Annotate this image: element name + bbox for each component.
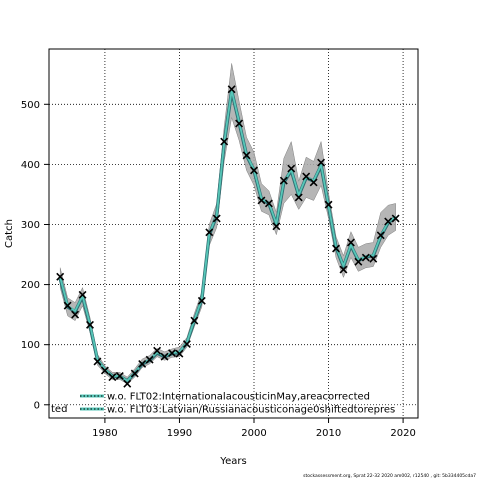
y-axis-title: Catch [4,219,15,248]
observed-marker [115,371,124,380]
observed-marker [100,366,109,375]
y-tick-label: 200 [21,280,40,291]
legend-entry-flt02: w.o. FLT02:InternationalacousticinMay,ar… [107,392,370,403]
observed-marker [168,349,176,358]
observed-marker [324,200,333,209]
observed-marker [153,346,162,355]
observed-marker [309,178,318,187]
observed-markers-group [56,85,400,388]
observed-marker [145,355,154,364]
x-tick-label: 1980 [92,428,117,439]
y-tick-label: 300 [21,220,40,231]
observed-marker [272,222,281,231]
observed-marker [287,164,296,173]
observed-marker [242,151,251,160]
observed-marker [376,231,385,240]
observed-marker [86,320,94,329]
observed-marker [369,254,378,263]
observed-marker [123,379,132,388]
observed-marker [391,214,400,223]
observed-marker [361,253,370,262]
observed-marker [227,85,236,94]
observed-marker [384,217,393,226]
legend-entry-flt03: w.o. FLT03:Latvian/Russianacousticonage0… [107,405,395,416]
observed-marker [182,340,191,349]
observed-marker [93,357,102,366]
plot-frame [48,48,419,419]
x-axis-title: Years [219,456,246,467]
observed-marker [220,137,229,146]
observed-marker [130,369,139,378]
observed-marker [56,272,65,281]
observed-marker [108,373,117,382]
x-tick-label: 2000 [241,428,266,439]
observed-marker [63,301,72,310]
observed-marker [354,257,363,266]
observed-marker [78,290,87,299]
observed-marker [332,244,340,253]
observed-marker [257,196,266,205]
observed-marker [235,119,244,128]
observed-marker [205,228,214,237]
observed-marker [138,359,147,368]
observed-marker [71,310,80,319]
observed-marker [197,296,206,305]
y-tick-label: 500 [21,100,40,111]
observed-marker [302,172,311,181]
legend: ted w.o. FLT02:InternationalacousticinMa… [51,392,395,416]
footer-credit: stockassessment.org, Sprat 22-32 2020 am… [303,473,476,479]
y-tick-label: 0 [34,400,40,411]
observed-marker [279,176,288,185]
observed-marker [250,166,258,175]
legend-prefix-text: ted [51,404,67,415]
series-lines-group [58,89,397,383]
observed-marker [339,265,348,274]
observed-marker [190,316,199,325]
x-tick-label: 1990 [167,428,192,439]
x-tick-label: 2010 [316,428,341,439]
observed-marker [317,158,326,167]
series-line-2 [59,89,397,382]
observed-marker [346,238,355,247]
y-tick-label: 400 [21,160,40,171]
y-tick-label: 100 [21,340,40,351]
observed-marker [264,199,273,208]
axes-group: 1980 1990 2000 2010 2020 0 100 200 300 400 500 [21,100,416,439]
x-tick-label: 2020 [390,428,415,439]
observed-marker [294,193,303,202]
observed-marker [175,349,184,358]
observed-marker [212,214,221,223]
observed-marker [160,352,169,361]
